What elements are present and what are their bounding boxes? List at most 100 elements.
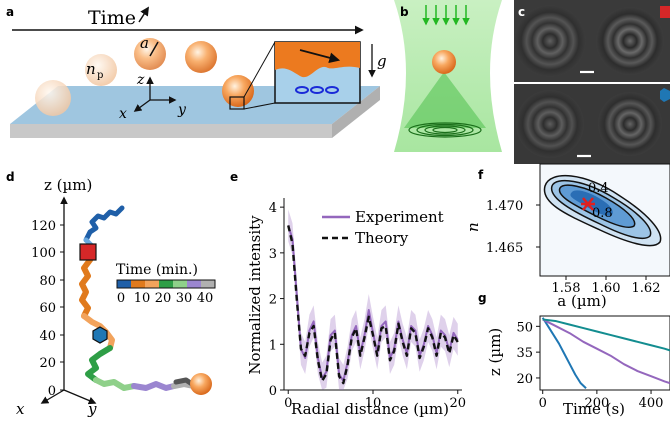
d-z-label: z (µm) bbox=[44, 176, 92, 194]
f-xticks: 1.58 1.60 1.62 bbox=[552, 276, 661, 296]
zoom-line-top bbox=[243, 41, 276, 98]
hologram-bottom-left bbox=[516, 90, 584, 158]
e-legend: Experiment Theory bbox=[322, 208, 444, 247]
particle-settled bbox=[222, 75, 254, 107]
legend-theory: Theory bbox=[355, 229, 409, 247]
index-label: n bbox=[86, 60, 96, 78]
substrate-side bbox=[332, 86, 380, 138]
d-z-ticks: 0 20 40 60 80 100 120 bbox=[31, 219, 64, 399]
f-ytick-1470: 1.470 bbox=[486, 199, 523, 214]
radius-line bbox=[149, 41, 159, 57]
e-ylabel: Normalized intensity bbox=[246, 215, 264, 375]
series-line-2 bbox=[542, 318, 670, 352]
trapped-particle bbox=[432, 50, 456, 74]
inset-molecule-3 bbox=[325, 86, 339, 94]
panel-label-c: c bbox=[518, 5, 525, 19]
d-tick-100: 100 bbox=[31, 246, 56, 261]
scattered-cone bbox=[404, 72, 486, 128]
colorbar-ticks: 0 10 20 30 40 bbox=[117, 291, 213, 306]
d-tick-120: 120 bbox=[31, 219, 56, 234]
x-tick-label: 200 bbox=[584, 396, 609, 411]
contour-label-08: 0.8 bbox=[592, 206, 613, 221]
x-tick-label: 10 bbox=[365, 396, 382, 411]
trajectory-purple bbox=[131, 381, 177, 391]
hologram-top-left bbox=[514, 5, 586, 77]
panel-label-g: g bbox=[478, 291, 487, 305]
chart-e: 0 10 20 0 1 2 3 4 bbox=[269, 198, 466, 411]
substrate-front bbox=[10, 124, 332, 138]
panel-label-a: a bbox=[6, 5, 14, 19]
inset-molecule-1 bbox=[295, 86, 309, 94]
x-tick-label: 0 bbox=[284, 396, 292, 411]
zoom-line-bottom bbox=[243, 102, 276, 110]
hologram-bottom-right bbox=[598, 92, 662, 156]
square-marker-d bbox=[79, 243, 97, 261]
cb-tick-10: 10 bbox=[134, 291, 151, 306]
g-ylabel: z (µm) bbox=[486, 328, 504, 376]
d-tick-60: 60 bbox=[39, 301, 56, 316]
y-tick-label: 35 bbox=[516, 346, 533, 361]
gravity-label: g bbox=[377, 52, 387, 70]
zoom-source-box bbox=[229, 96, 245, 110]
series-line-0 bbox=[541, 317, 587, 390]
f-ytick-1465: 1.465 bbox=[486, 241, 523, 256]
best-fit-star bbox=[581, 197, 595, 211]
trajectory-green bbox=[85, 345, 113, 383]
trajectory-dark-gray bbox=[173, 377, 195, 387]
laser-beam bbox=[394, 0, 502, 152]
trajectory-orange bbox=[79, 257, 93, 319]
hologram-top-right bbox=[596, 7, 664, 75]
panel-label-f: f bbox=[478, 168, 484, 182]
cb-tick-40: 40 bbox=[197, 291, 214, 306]
hexagon-marker-c bbox=[660, 88, 670, 102]
panel-label-e: e bbox=[230, 170, 238, 184]
series-line-1 bbox=[287, 225, 459, 385]
inset-molecule-2 bbox=[310, 86, 324, 94]
square-marker-c bbox=[660, 6, 670, 18]
plot-frame bbox=[539, 315, 670, 391]
y-tick-label: 1 bbox=[269, 338, 277, 353]
y-tick-label: 3 bbox=[269, 247, 277, 262]
colorbar-title: Time (min.) bbox=[116, 262, 198, 278]
hexagon-marker-d bbox=[92, 326, 108, 344]
d-tick-20: 20 bbox=[39, 356, 56, 371]
cb-tick-0: 0 bbox=[117, 291, 125, 306]
particle-faint-1 bbox=[35, 80, 71, 116]
cb-tick-30: 30 bbox=[176, 291, 193, 306]
y-tick-label: 20 bbox=[516, 372, 533, 387]
legend-experiment: Experiment bbox=[355, 208, 444, 226]
series-line-1 bbox=[542, 318, 670, 385]
axis-y-label: y bbox=[177, 102, 187, 118]
f-xtick-162: 1.62 bbox=[632, 281, 661, 296]
trajectory-dark-blue bbox=[83, 205, 125, 243]
cb-tick-20: 20 bbox=[155, 291, 172, 306]
d-tick-40: 40 bbox=[39, 329, 56, 344]
d-x-axis bbox=[40, 389, 65, 404]
inset-particle-surface bbox=[275, 42, 360, 78]
y-tick-label: 50 bbox=[516, 320, 533, 335]
panel-label-d: d bbox=[6, 170, 15, 184]
g-xlabel: Time (s) bbox=[563, 400, 625, 418]
d-tick-0: 0 bbox=[48, 384, 56, 399]
d-y-label: y bbox=[87, 400, 97, 418]
y-tick-label: 4 bbox=[269, 201, 277, 216]
x-tick-label: 400 bbox=[639, 396, 664, 411]
d-x-label: x bbox=[16, 400, 25, 418]
d-y-axis bbox=[63, 389, 97, 405]
contour-label-04: 0.4 bbox=[588, 181, 609, 196]
panel-label-b: b bbox=[400, 5, 409, 19]
particle-mid-1 bbox=[134, 38, 166, 70]
trajectory-light-green bbox=[93, 377, 137, 391]
inset-arrow bbox=[299, 49, 341, 64]
colorbar bbox=[116, 279, 216, 289]
y-tick-label: 0 bbox=[269, 384, 277, 399]
e-xlabel: Radial distance (µm) bbox=[291, 400, 449, 418]
time-tick-arrow bbox=[138, 6, 149, 23]
index-sub: p bbox=[97, 70, 103, 81]
final-particle bbox=[190, 373, 212, 395]
f-yticks: 1.470 1.465 bbox=[486, 199, 540, 256]
d-tick-80: 80 bbox=[39, 274, 56, 289]
f-contours bbox=[543, 174, 662, 247]
particle-mid-2 bbox=[185, 41, 217, 73]
